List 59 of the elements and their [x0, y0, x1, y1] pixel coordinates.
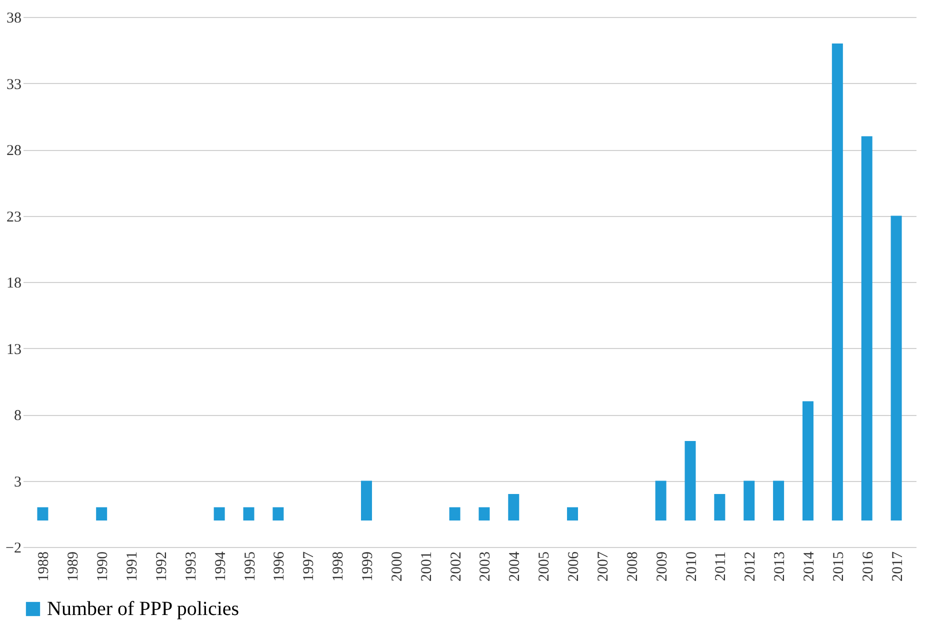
x-tick-label: 2012	[742, 552, 759, 582]
x-tick-label: 1992	[154, 552, 170, 582]
y-tick-label: 13	[6, 342, 22, 358]
x-tick-label: 2016	[860, 551, 876, 582]
x-tick-label: 1988	[36, 552, 52, 582]
bar	[861, 136, 872, 520]
bar	[508, 494, 520, 520]
bar	[37, 507, 48, 520]
x-tick-label: 1996	[272, 551, 288, 582]
bar	[802, 401, 814, 520]
x-tick-label: 1993	[183, 552, 200, 582]
y-tick-label: 18	[6, 276, 22, 292]
bar	[272, 507, 284, 520]
x-tick-label: 2003	[478, 552, 494, 582]
y-tick-label: 23	[6, 209, 22, 226]
y-tick-label: 38	[6, 10, 22, 26]
x-tick-label: 1998	[330, 552, 347, 582]
x-tick-label: 2017	[890, 551, 906, 582]
x-tick-label: 2009	[654, 552, 670, 582]
y-tick-label: −2	[6, 540, 22, 556]
x-tick-label: 1989	[66, 552, 82, 582]
x-tick-label: 1991	[124, 552, 141, 582]
bar	[684, 441, 696, 520]
y-tick-label: 33	[6, 76, 22, 93]
bar	[890, 216, 902, 520]
x-tick-label: 2007	[595, 551, 612, 582]
bar	[360, 480, 372, 520]
y-tick-label: 28	[6, 143, 22, 159]
x-tick-label: 2008	[624, 552, 641, 582]
bar	[243, 507, 254, 520]
x-tick-label: 1990	[95, 552, 112, 582]
x-tick-label: 2006	[566, 551, 582, 582]
x-tick-label: 2013	[772, 552, 788, 582]
x-tick-label: 1997	[301, 551, 318, 582]
bar	[744, 480, 755, 520]
x-tick-label: 2000	[389, 552, 406, 582]
x-tick-label: 2002	[448, 552, 464, 582]
bar	[655, 480, 666, 520]
x-tick-label: 1994	[212, 551, 229, 582]
bar	[832, 44, 843, 520]
bar	[214, 507, 225, 520]
x-tick-label: 2005	[536, 552, 553, 582]
x-tick-label: 2015	[830, 552, 847, 582]
x-tick-label: 1999	[360, 552, 376, 582]
y-tick-label: 8	[14, 408, 22, 424]
bar	[449, 507, 460, 520]
bar	[567, 507, 578, 520]
bar	[96, 507, 108, 520]
x-tick-label: 1995	[242, 552, 258, 582]
legend-label: Number of PPP policies	[47, 598, 240, 620]
bar	[714, 494, 726, 520]
bar	[773, 480, 784, 520]
bar	[478, 507, 490, 520]
x-tick-label: 2004	[507, 551, 524, 582]
x-tick-label: 2011	[713, 552, 730, 581]
x-tick-label: 2014	[801, 551, 818, 582]
x-tick-label: 2001	[418, 552, 435, 582]
y-tick-label: 3	[14, 474, 22, 490]
x-tick-label: 2010	[684, 552, 700, 582]
